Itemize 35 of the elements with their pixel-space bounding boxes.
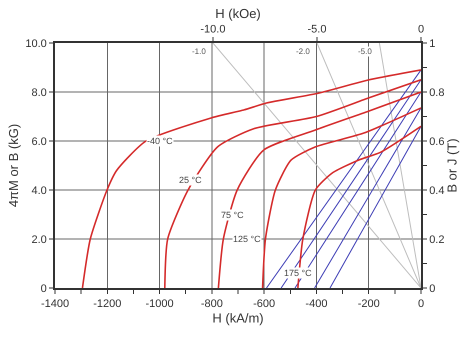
x-tick-label: -1200 (93, 298, 122, 310)
y2-tick-label: 0 (429, 282, 436, 295)
y2-tick-label: 0.6 (429, 136, 444, 148)
y2-tick-label: 0.8 (429, 86, 444, 99)
y2-tick-label: 0.4 (429, 184, 444, 197)
x-tick-label: -1000 (146, 298, 174, 310)
x2-tick-label: -5.0 (307, 24, 326, 36)
x2-tick-label: 0 (418, 24, 424, 36)
y2-tick-label: 0.2 (429, 234, 444, 246)
annotation: 125 °C (233, 234, 262, 244)
annotation: -1.0 (192, 47, 206, 56)
x-tick-label: 0 (418, 298, 424, 310)
annotation: -2.0 (296, 47, 310, 56)
y2-axis-title: B or J (T) (444, 138, 460, 193)
y-tick-label: 8.0 (32, 86, 47, 99)
x-tick-label: -800 (200, 298, 223, 310)
y-tick-label: 0 (40, 282, 47, 295)
annotation: -5.0 (358, 47, 372, 56)
y-tick-label: 4.0 (32, 184, 47, 197)
annotation: 75 °C (221, 210, 244, 220)
x-tick-label: -400 (305, 298, 328, 310)
annotation: 25 °C (179, 175, 202, 185)
y-axis-title: 4πM or B (kG) (6, 124, 21, 208)
x-axis-title: H (kA/m) (212, 310, 264, 326)
y-tick-label: 6.0 (32, 136, 47, 148)
y-tick-label: 10.0 (25, 38, 47, 50)
x-tick-label: -600 (253, 298, 276, 310)
x2-tick-label: -10.0 (200, 24, 226, 36)
annotation: 175 °C (284, 268, 312, 278)
x-tick-label: -200 (358, 298, 380, 310)
x-tick-label: -1400 (40, 298, 70, 310)
annotation: -40 °C (147, 136, 174, 146)
y2-tick-label: 1 (429, 38, 436, 50)
x2-axis-title: H (kOe) (215, 6, 261, 22)
y-tick-label: 2.0 (32, 234, 47, 246)
